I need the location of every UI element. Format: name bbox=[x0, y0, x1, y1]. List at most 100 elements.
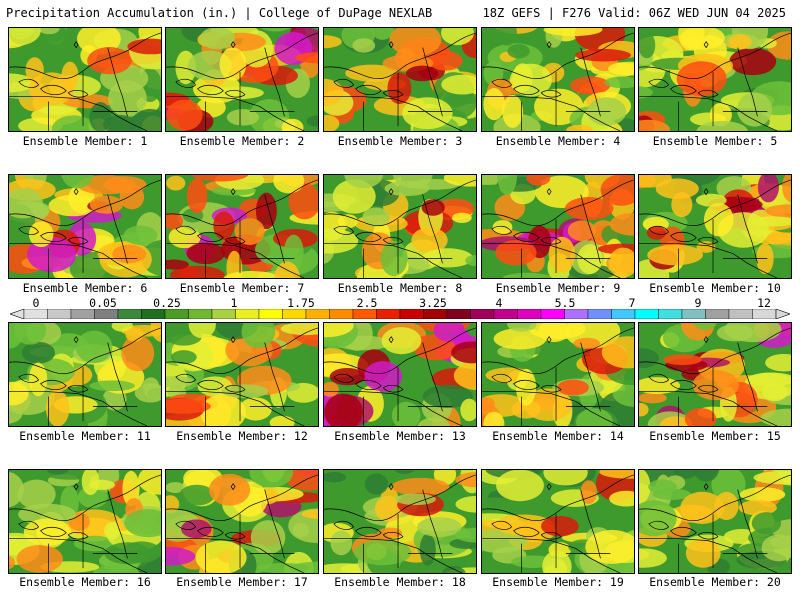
ensemble-member-panel bbox=[323, 322, 477, 427]
ensemble-member-label: Ensemble Member: 1 bbox=[22, 134, 148, 148]
ensemble-member-panel bbox=[165, 174, 319, 279]
precip-map bbox=[9, 323, 161, 426]
precip-map bbox=[639, 470, 791, 573]
colorbar-tick-label: 9 bbox=[694, 296, 702, 310]
colorbar-tick-label: 2.5 bbox=[356, 296, 378, 310]
colorbar-tick-label: 3.25 bbox=[419, 296, 447, 310]
precip-map bbox=[639, 323, 791, 426]
colorbar-tick-label: 5.5 bbox=[554, 296, 576, 310]
colorbar-tick-label: 12 bbox=[757, 296, 771, 310]
ensemble-member-panel bbox=[8, 469, 162, 574]
colorbar-tick-label: 7 bbox=[628, 296, 636, 310]
ensemble-member-label: Ensemble Member: 6 bbox=[22, 281, 148, 295]
colorbar-swatch bbox=[23, 309, 48, 319]
colorbar-swatch bbox=[352, 309, 377, 319]
precip-map bbox=[9, 175, 161, 278]
precip-map bbox=[9, 470, 161, 573]
ensemble-member-panel bbox=[481, 27, 635, 132]
ensemble-member-panel bbox=[481, 322, 635, 427]
precip-map bbox=[166, 175, 318, 278]
ensemble-member-panel bbox=[323, 27, 477, 132]
colorbar-swatch bbox=[141, 309, 166, 319]
precip-map bbox=[324, 470, 476, 573]
ensemble-member-label: Ensemble Member: 3 bbox=[337, 134, 463, 148]
ensemble-member-panel bbox=[481, 174, 635, 279]
precip-map bbox=[324, 323, 476, 426]
colorbar-left-arrow bbox=[10, 309, 25, 319]
ensemble-member-panel bbox=[638, 27, 792, 132]
ensemble-member-label: Ensemble Member: 9 bbox=[495, 281, 621, 295]
ensemble-member-label: Ensemble Member: 19 bbox=[492, 575, 624, 589]
colorbar-tick-label: 0.05 bbox=[89, 296, 117, 310]
ensemble-member-label: Ensemble Member: 12 bbox=[176, 429, 308, 443]
ensemble-member-panel bbox=[323, 469, 477, 574]
ensemble-member-label: Ensemble Member: 7 bbox=[179, 281, 305, 295]
colorbar-swatch bbox=[540, 309, 565, 319]
ensemble-member-panel bbox=[165, 322, 319, 427]
colorbar-swatch bbox=[117, 309, 142, 319]
ensemble-member-label: Ensemble Member: 4 bbox=[495, 134, 621, 148]
colorbar-swatch bbox=[376, 309, 401, 319]
colorbar-swatch bbox=[728, 309, 753, 319]
colorbar-tick-label: 0.25 bbox=[153, 296, 181, 310]
ensemble-member-label: Ensemble Member: 20 bbox=[649, 575, 781, 589]
ensemble-member-panel bbox=[8, 174, 162, 279]
ensemble-member-label: Ensemble Member: 16 bbox=[19, 575, 151, 589]
colorbar bbox=[10, 309, 790, 319]
colorbar-swatch bbox=[517, 309, 542, 319]
colorbar-swatch bbox=[258, 309, 283, 319]
ensemble-member-panel bbox=[165, 469, 319, 574]
colorbar-swatch bbox=[564, 309, 589, 319]
precip-map bbox=[324, 28, 476, 131]
ensemble-member-label: Ensemble Member: 5 bbox=[652, 134, 778, 148]
colorbar-tick-label: 1 bbox=[230, 296, 238, 310]
run-valid-time: 18Z GEFS | F276 Valid: 06Z WED JUN 04 20… bbox=[482, 6, 786, 20]
ensemble-member-panel bbox=[481, 469, 635, 574]
colorbar-swatch bbox=[235, 309, 260, 319]
ensemble-member-label: Ensemble Member: 15 bbox=[649, 429, 781, 443]
colorbar-tick-label: 4 bbox=[495, 296, 503, 310]
precip-map bbox=[482, 323, 634, 426]
colorbar-swatch bbox=[493, 309, 518, 319]
precip-map bbox=[482, 175, 634, 278]
precip-map bbox=[482, 28, 634, 131]
colorbar-swatch bbox=[282, 309, 307, 319]
ensemble-member-panel bbox=[323, 174, 477, 279]
precip-map bbox=[324, 175, 476, 278]
colorbar-swatch bbox=[211, 309, 236, 319]
colorbar-tick-label: 0 bbox=[32, 296, 40, 310]
ensemble-member-panel bbox=[638, 322, 792, 427]
colorbar-swatch bbox=[305, 309, 330, 319]
precip-map bbox=[639, 175, 791, 278]
ensemble-member-label: Ensemble Member: 14 bbox=[492, 429, 624, 443]
colorbar-swatch bbox=[611, 309, 636, 319]
colorbar-swatch bbox=[705, 309, 730, 319]
ensemble-member-label: Ensemble Member: 2 bbox=[179, 134, 305, 148]
precip-map bbox=[166, 470, 318, 573]
ensemble-member-label: Ensemble Member: 8 bbox=[337, 281, 463, 295]
ensemble-member-label: Ensemble Member: 10 bbox=[649, 281, 781, 295]
map-title: Precipitation Accumulation (in.) | Colle… bbox=[6, 6, 433, 20]
ensemble-member-panel bbox=[8, 27, 162, 132]
colorbar-swatch bbox=[681, 309, 706, 319]
precip-map bbox=[639, 28, 791, 131]
colorbar-swatch bbox=[188, 309, 213, 319]
colorbar-tick-label: 1.75 bbox=[287, 296, 315, 310]
colorbar-swatch bbox=[752, 309, 777, 319]
precip-map bbox=[9, 28, 161, 131]
ensemble-member-label: Ensemble Member: 17 bbox=[176, 575, 308, 589]
ensemble-member-label: Ensemble Member: 18 bbox=[334, 575, 466, 589]
colorbar-right-arrow bbox=[775, 309, 790, 319]
ensemble-member-panel bbox=[638, 174, 792, 279]
precip-map bbox=[482, 470, 634, 573]
colorbar-swatch bbox=[329, 309, 354, 319]
colorbar-swatch bbox=[658, 309, 683, 319]
colorbar-swatch bbox=[470, 309, 495, 319]
colorbar-swatch bbox=[94, 309, 119, 319]
precip-map bbox=[166, 28, 318, 131]
ensemble-member-label: Ensemble Member: 13 bbox=[334, 429, 466, 443]
precip-map bbox=[166, 323, 318, 426]
ensemble-member-label: Ensemble Member: 11 bbox=[19, 429, 151, 443]
ensemble-member-panel bbox=[638, 469, 792, 574]
colorbar-swatch bbox=[70, 309, 95, 319]
